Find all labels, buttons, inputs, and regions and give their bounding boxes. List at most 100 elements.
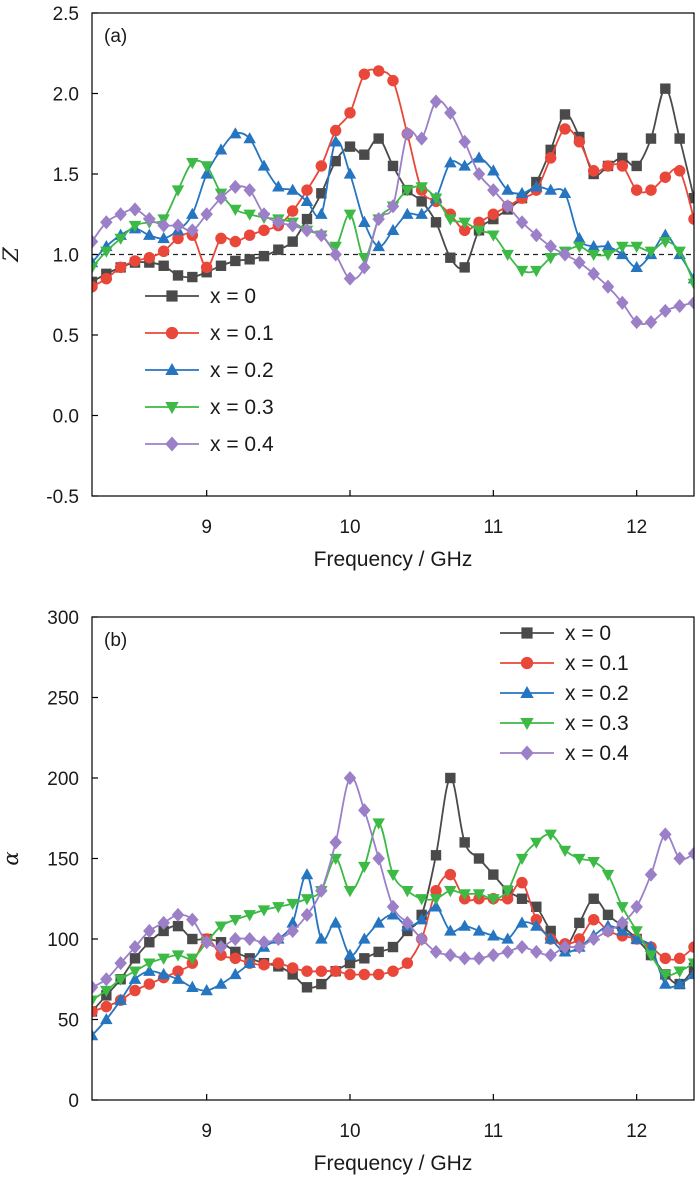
data-point <box>587 266 600 281</box>
chart-panel-a: 9 10 11 12 -0.5 0.0 0.5 1.0 1.5 2.0 2.5 Frequency /… <box>0 4 695 571</box>
data-point <box>301 184 313 196</box>
data-point <box>343 271 357 286</box>
data-point <box>415 913 428 925</box>
data-point <box>444 868 457 881</box>
data-point <box>92 1029 99 1041</box>
data-point <box>229 179 242 194</box>
data-point <box>673 299 686 314</box>
data-point <box>573 255 586 270</box>
legend-item: x = 0.1 <box>500 652 629 675</box>
data-point <box>144 937 155 948</box>
series-line-2 <box>92 873 694 1037</box>
x-tick-label: 11 <box>483 517 503 538</box>
legend-label: x = 0.2 <box>210 359 274 382</box>
data-point <box>487 183 500 198</box>
data-point <box>458 224 471 237</box>
data-point <box>687 295 694 310</box>
y-axis-label: α <box>0 851 23 865</box>
x-tick-label: 12 <box>626 1121 647 1142</box>
data-point <box>387 965 399 977</box>
y-tick-label: 2.0 <box>53 85 79 106</box>
data-point <box>444 886 457 898</box>
data-point <box>200 935 213 950</box>
data-point <box>315 160 328 172</box>
data-point <box>473 853 485 864</box>
data-point <box>358 803 371 818</box>
data-point <box>286 205 299 217</box>
data-point <box>172 232 184 245</box>
data-point <box>673 246 686 258</box>
data-point <box>660 83 671 94</box>
data-point <box>401 957 414 969</box>
data-point <box>129 255 141 267</box>
data-point <box>243 132 256 144</box>
data-point <box>544 948 557 963</box>
data-point <box>92 1005 98 1018</box>
data-point <box>286 183 299 195</box>
data-point <box>158 925 169 937</box>
data-point <box>229 967 242 980</box>
data-point <box>200 261 213 274</box>
data-point <box>358 260 371 275</box>
data-point <box>444 214 457 226</box>
data-point <box>688 941 694 953</box>
data-point <box>300 223 314 238</box>
data-point <box>186 223 199 238</box>
data-point <box>387 160 399 172</box>
data-point <box>229 204 242 216</box>
data-point <box>415 931 428 947</box>
data-point <box>100 246 113 258</box>
legend-label: x = 0.2 <box>565 682 629 705</box>
data-point <box>644 315 658 330</box>
data-point <box>687 967 694 980</box>
data-point <box>229 235 242 248</box>
data-point <box>674 133 685 144</box>
data-point <box>601 279 615 294</box>
legend-item: x = 0.4 <box>500 742 629 765</box>
data-point <box>229 127 242 139</box>
data-point <box>558 247 572 262</box>
data-point <box>415 207 428 219</box>
x-tick-label: 9 <box>201 1121 212 1142</box>
x-axis-label: Frequency / GHz <box>314 548 473 571</box>
data-point <box>128 966 142 978</box>
legend-label: x = 0.4 <box>210 433 274 456</box>
data-point <box>430 884 442 897</box>
data-point <box>172 270 184 281</box>
data-point <box>458 134 471 149</box>
data-point <box>673 165 686 177</box>
data-point <box>373 946 384 958</box>
data-point <box>229 952 242 965</box>
data-point <box>329 916 342 928</box>
data-point <box>373 133 384 144</box>
data-point <box>558 186 572 198</box>
data-point <box>429 894 443 906</box>
data-point <box>157 953 170 965</box>
data-point <box>172 920 184 932</box>
data-point <box>444 156 457 168</box>
data-point <box>516 876 528 889</box>
data-point <box>402 925 413 937</box>
data-point <box>344 107 356 119</box>
data-point <box>300 194 314 207</box>
data-point <box>229 931 242 947</box>
data-point <box>186 912 199 927</box>
data-point <box>601 869 615 882</box>
data-point <box>530 265 543 278</box>
data-point <box>358 932 371 944</box>
data-point <box>358 968 371 981</box>
chart-panel-b: 9 10 11 12 0 50 100 150 200 250 300 Frequency / GHz… <box>0 608 695 1175</box>
data-point <box>459 837 470 848</box>
data-point <box>602 909 614 921</box>
legend-item: x = 0 <box>500 622 611 645</box>
y-tick-label: 1.0 <box>53 246 79 267</box>
series-group <box>92 65 694 330</box>
data-point <box>487 164 500 176</box>
legend-label: x = 0.4 <box>565 742 629 765</box>
y-tick-label: 200 <box>47 769 79 790</box>
data-point <box>659 171 672 183</box>
data-point <box>401 886 414 898</box>
legend-item: x = 0.4 <box>145 433 274 456</box>
data-point <box>630 932 643 944</box>
data-point <box>286 916 299 928</box>
